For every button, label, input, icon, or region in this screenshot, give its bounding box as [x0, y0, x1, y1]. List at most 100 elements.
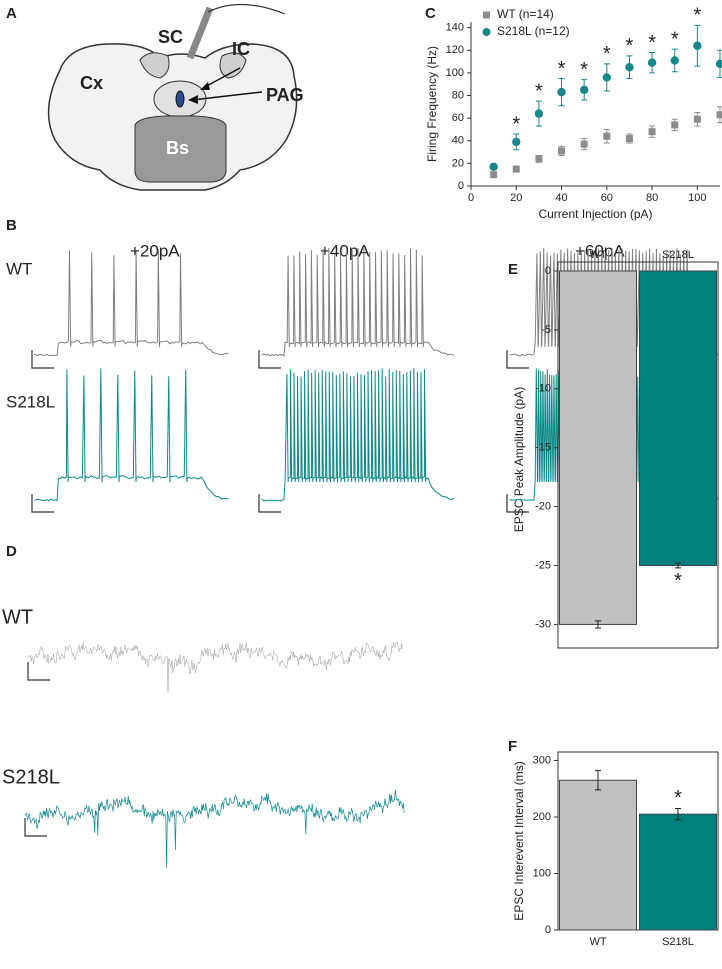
panel-label: D — [6, 543, 17, 560]
electrode — [186, 6, 214, 60]
annotation: * — [648, 32, 656, 54]
trace — [261, 368, 455, 502]
marker — [625, 134, 633, 142]
diagram-label: PAG — [266, 85, 304, 105]
bar — [639, 270, 717, 567]
scale-bar — [506, 350, 529, 369]
y-tick-label: 300 — [533, 754, 551, 766]
bar — [559, 270, 637, 625]
error-bar — [675, 808, 681, 821]
chart: 0 100 200 300 EPSC Interevent Interval (ms) W… — [512, 751, 719, 948]
annotation: * — [674, 787, 682, 809]
aqueduct — [175, 90, 185, 108]
scale-bar — [31, 350, 54, 369]
x-tick-label: 80 — [646, 192, 658, 204]
bar — [639, 813, 717, 931]
marker — [534, 109, 544, 118]
y-tick-label: 120 — [446, 44, 464, 56]
legend-marker — [482, 28, 491, 36]
trace — [24, 790, 405, 869]
scale-bar — [24, 818, 47, 837]
chart: 0 -5 -10 -15 -20 -25 -30 EPSC Peak Amplitude (p… — [512, 249, 719, 649]
wire — [207, 3, 286, 15]
x-tick-label: 20 — [510, 192, 522, 204]
y-tick-label: -10 — [535, 383, 551, 395]
panel-label: A — [6, 5, 17, 22]
x-tick-label: S218L — [662, 249, 694, 261]
y-tick-label: 40 — [452, 135, 464, 147]
annotation: * — [603, 43, 611, 65]
marker — [693, 115, 701, 123]
chart: 0 20 40 60 80 100 120 140 Firing Frequency (Hz) 0… — [425, 5, 722, 221]
legend-label: S218L (n=12) — [497, 24, 570, 38]
y-tick-label: 100 — [446, 67, 464, 79]
x-tick-label: S218L — [662, 936, 694, 948]
annotation: * — [626, 35, 634, 57]
trace — [34, 368, 229, 502]
y-tick-label: 0 — [545, 265, 551, 277]
y-tick-label: -15 — [535, 442, 551, 454]
diagram-label: Cx — [80, 73, 103, 93]
y-tick-label: 100 — [533, 867, 551, 879]
marker — [512, 137, 521, 147]
annotation: * — [558, 58, 566, 80]
annotation: * — [693, 5, 701, 27]
panel-label: E — [508, 261, 518, 278]
annotation: * — [674, 570, 682, 592]
x-tick-label: WT — [589, 249, 606, 261]
marker — [557, 87, 566, 97]
y-axis-label: EPSC Peak Amplitude (pA) — [512, 387, 526, 532]
panel-label: B — [6, 217, 17, 234]
brainstem — [134, 115, 227, 183]
marker — [648, 128, 656, 136]
marker — [602, 73, 612, 82]
error-bar — [675, 562, 681, 569]
marker — [670, 56, 679, 65]
marker — [625, 63, 634, 72]
trace — [34, 249, 229, 357]
scale-bar — [31, 494, 54, 513]
panel-label: C — [425, 5, 436, 22]
arrow — [202, 67, 241, 89]
marker — [693, 41, 702, 50]
y-tick-label: 0 — [545, 924, 551, 936]
marker — [715, 59, 722, 69]
arrow-head — [200, 82, 210, 90]
marker — [603, 132, 611, 140]
x-tick-label: 40 — [555, 192, 567, 204]
scale-bar — [258, 350, 281, 369]
x-tick-label: 0 — [468, 192, 474, 204]
marker — [716, 111, 722, 119]
colliculus — [219, 52, 247, 79]
y-axis-label: EPSC Interevent Interval (ms) — [512, 761, 526, 920]
x-tick-label: 60 — [601, 192, 613, 204]
plot-frame — [557, 261, 719, 649]
brain-diagram: SC IC Cx PAG Bs — [47, 3, 304, 191]
group-label: WT — [2, 606, 33, 628]
arrow — [191, 91, 263, 101]
marker — [580, 140, 588, 148]
scale-bar — [506, 494, 529, 513]
y-tick-label: 80 — [452, 89, 464, 101]
annotation: * — [512, 113, 520, 135]
marker — [671, 121, 679, 129]
y-tick-label: 140 — [446, 22, 464, 34]
y-axis-label: Firing Frequency (Hz) — [425, 46, 439, 162]
colliculus — [139, 52, 170, 79]
panel-label: F — [508, 738, 517, 755]
diagram-label: IC — [232, 39, 250, 59]
step-label: +20pA — [130, 241, 180, 260]
legend-marker — [483, 11, 490, 19]
y-tick-label: 0 — [458, 180, 464, 192]
marker — [512, 165, 520, 173]
group-label: S218L — [2, 766, 60, 788]
y-tick-label: -20 — [535, 501, 551, 513]
diagram-label: SC — [158, 27, 183, 47]
diagram-label: Bs — [166, 138, 189, 158]
legend-label: WT (n=14) — [497, 7, 554, 21]
y-tick-label: 20 — [452, 157, 464, 169]
error-bar — [595, 620, 601, 629]
scale-bar — [27, 662, 50, 681]
y-tick-label: 60 — [452, 112, 464, 124]
